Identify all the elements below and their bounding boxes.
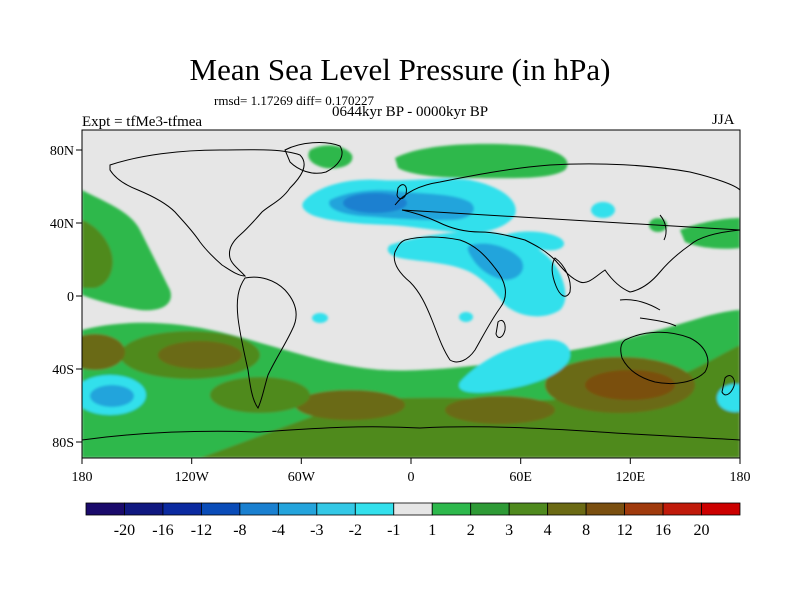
map-title: Mean Sea Level Pressure (in hPa) — [189, 52, 611, 87]
colorbar: -20 -16 -12 -8 -4 -3 -2 -1 1 2 3 4 8 12 16 20 — [85, 502, 741, 539]
colorbar-swatch — [585, 502, 625, 516]
colorbar-label: -16 — [152, 522, 173, 539]
colorbar-label: 20 — [694, 522, 710, 539]
colorbar-label: 3 — [505, 522, 513, 539]
colorbar-label: 4 — [544, 522, 552, 539]
colorbar-label: -1 — [387, 522, 400, 539]
colorbar-swatch — [124, 502, 164, 516]
colorbar-label: -8 — [233, 522, 246, 539]
coastlines — [81, 142, 741, 441]
stats-text: rmsd= 1.17269 diff= 0.170227 — [214, 93, 374, 108]
colorbar-swatch — [431, 502, 472, 516]
colorbar-label: 1 — [428, 522, 436, 539]
lat-label-80s: 80S — [52, 436, 74, 451]
lat-label-80n: 80N — [50, 144, 74, 159]
experiment-label: Expt = tfMe3-tfmea — [82, 114, 203, 130]
contour-fields — [82, 143, 740, 458]
lon-label-120e: 120E — [616, 470, 646, 485]
axis-ticks — [76, 149, 741, 464]
lon-label-180e: 180 — [730, 470, 751, 485]
lon-label-180w: 180 — [72, 470, 93, 485]
colorbar-swatch — [354, 502, 395, 516]
season-label: JJA — [712, 112, 735, 128]
colorbar-swatch — [547, 502, 587, 516]
colorbar-label: 12 — [617, 522, 633, 539]
colorbar-label: -4 — [272, 522, 285, 539]
period-label: 0644kyr BP - 0000kyr BP — [331, 104, 489, 120]
colorbar-swatch — [701, 502, 741, 516]
colorbar-swatch — [85, 502, 125, 516]
colorbar-swatch — [624, 502, 664, 516]
lon-label-0: 0 — [408, 470, 415, 485]
colorbar-label: -12 — [191, 522, 212, 539]
colorbar-label: 2 — [467, 522, 475, 539]
colorbar-swatch — [508, 502, 549, 516]
lat-label-0: 0 — [67, 290, 74, 305]
lon-label-60e: 60E — [509, 470, 532, 485]
lon-label-60w: 60W — [288, 470, 316, 485]
colorbar-swatch — [162, 502, 202, 516]
colorbar-swatch — [316, 502, 356, 516]
colorbar-label: -3 — [310, 522, 323, 539]
colorbar-label: 8 — [582, 522, 590, 539]
colorbar-swatch — [470, 502, 510, 516]
colorbar-label: -2 — [349, 522, 362, 539]
colorbar-swatch — [277, 502, 318, 516]
lat-label-40n: 40N — [50, 217, 74, 232]
colorbar-swatch — [393, 502, 433, 516]
lon-label-120w: 120W — [175, 470, 210, 485]
colorbar-swatch — [201, 502, 241, 516]
colorbar-swatch — [239, 502, 279, 516]
colorbar-label: 16 — [655, 522, 671, 539]
lat-label-40s: 40S — [52, 363, 74, 378]
colorbar-label: -20 — [114, 522, 135, 539]
colorbar-swatch — [662, 502, 702, 516]
